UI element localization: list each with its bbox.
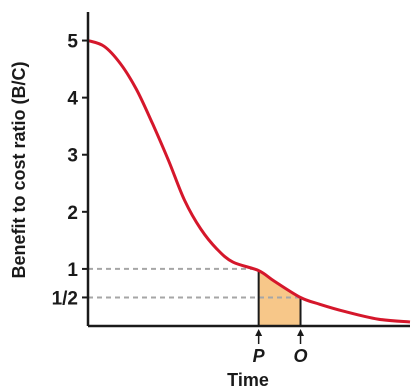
y-axis-title: Benefit to cost ratio (B/C) xyxy=(9,61,29,278)
marker-arrow-head xyxy=(297,329,305,336)
marker-o: O xyxy=(294,329,308,366)
y-tick-label: 3 xyxy=(67,146,78,167)
marker-label: P xyxy=(253,346,266,366)
y-tick-label: 5 xyxy=(67,32,78,53)
y-tick-label: 1/2 xyxy=(52,288,78,309)
y-tick-label: 1 xyxy=(67,260,78,281)
marker-p: P xyxy=(253,329,266,366)
y-tick-label: 4 xyxy=(67,89,78,110)
y-tick-label: 2 xyxy=(67,203,78,224)
marker-label: O xyxy=(294,346,308,366)
benefit-cost-curve xyxy=(87,39,411,324)
x-axis-title: Time xyxy=(227,370,269,390)
marker-arrow-head xyxy=(255,329,263,336)
